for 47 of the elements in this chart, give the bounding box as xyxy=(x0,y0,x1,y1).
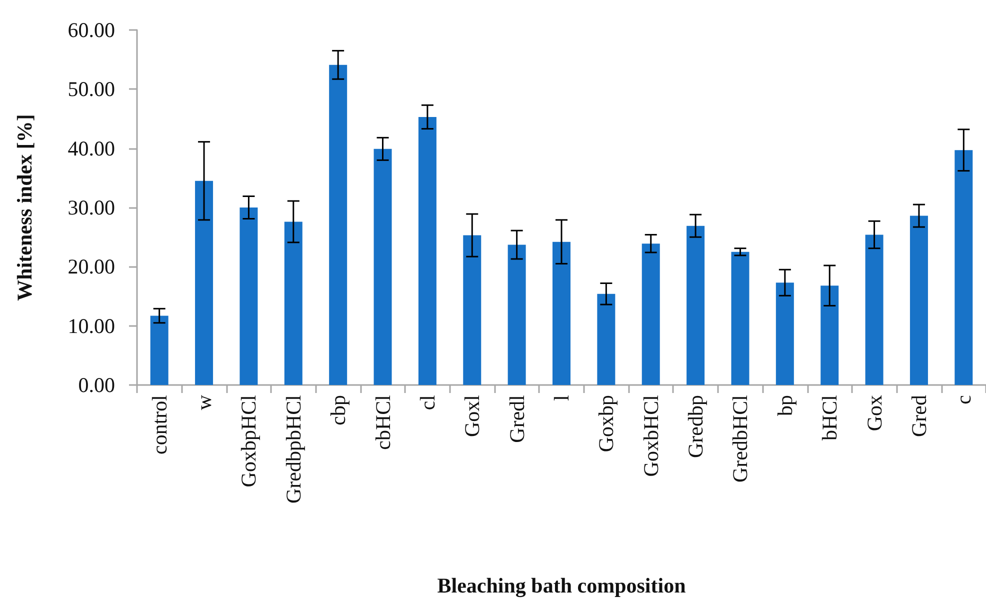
x-tick-label: cbHCl xyxy=(370,394,395,450)
x-tick-label: c xyxy=(952,395,976,404)
bar xyxy=(195,180,214,385)
y-tick-label: 40.00 xyxy=(68,136,115,160)
x-tick-label: GoxbpHCl xyxy=(236,394,261,488)
y-tick-label: 60.00 xyxy=(68,18,115,42)
bar xyxy=(418,116,436,385)
x-tick-label: bHCl xyxy=(818,394,842,441)
bar xyxy=(731,252,750,385)
bar xyxy=(284,222,302,385)
y-tick-label: 30.00 xyxy=(68,196,115,220)
bar xyxy=(150,316,168,385)
x-tick-label: Gred xyxy=(906,394,931,437)
y-tick-label: 10.00 xyxy=(68,314,115,338)
x-tick-label: Goxl xyxy=(460,394,484,437)
y-tick-label: 20.00 xyxy=(68,254,115,279)
x-axis-title: Bleaching bath composition xyxy=(437,574,686,598)
bar xyxy=(776,282,794,385)
bar xyxy=(329,64,348,385)
x-tick-label: cbp xyxy=(326,395,350,426)
y-axis-title: Whiteness index [%] xyxy=(12,114,36,301)
bar xyxy=(820,286,839,385)
bar xyxy=(508,244,526,385)
x-tick-label: control xyxy=(147,394,172,454)
x-tick-label: bp xyxy=(772,395,797,416)
x-tick-label: Gredl xyxy=(504,394,529,443)
bar xyxy=(910,216,928,385)
bar xyxy=(463,235,482,385)
x-tick-label: Gox xyxy=(862,394,886,432)
bar xyxy=(642,244,660,385)
x-tick-label: GredbHCl xyxy=(728,394,752,482)
bar xyxy=(954,150,973,385)
x-tick-label: GoxbHCl xyxy=(638,394,663,477)
bar xyxy=(552,242,570,385)
y-tick-label: 0.00 xyxy=(78,373,115,397)
x-tick-label: Goxbp xyxy=(594,395,618,452)
x-tick-label: w xyxy=(192,394,216,410)
y-tick-label: 50.00 xyxy=(68,77,115,102)
x-tick-label: Gredbp xyxy=(684,395,708,458)
x-tick-label: l xyxy=(550,394,574,401)
bar xyxy=(374,148,392,385)
bar xyxy=(686,226,705,385)
bar xyxy=(240,208,258,385)
x-tick-label: cl xyxy=(415,394,440,410)
bar xyxy=(865,234,884,385)
x-tick-label: GredbpbHCl xyxy=(281,394,306,504)
bar xyxy=(597,294,616,385)
